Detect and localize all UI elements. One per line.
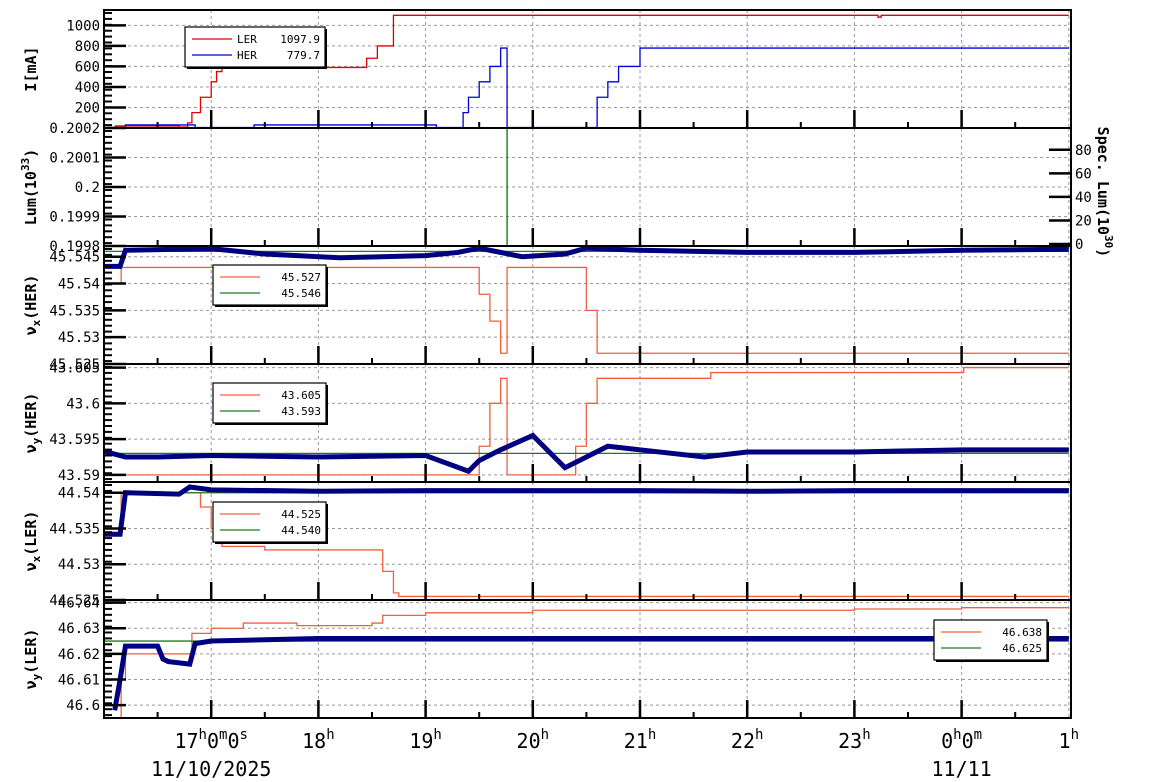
x-tick-label: 21h (624, 727, 657, 753)
y-tick-label: 46.64 (58, 596, 100, 612)
series-measured (104, 484, 1069, 537)
legend-value: 44.540 (281, 524, 321, 537)
legend-value: 779.7 (287, 49, 320, 62)
x-tick-label: 17h0m0s (174, 727, 248, 753)
x-tick-label: 20h (517, 727, 550, 753)
y-tick-label: 46.6 (66, 698, 100, 714)
y-tick-label: 0.2 (75, 180, 100, 196)
y-tick-label: 45.545 (49, 250, 100, 266)
y-tick-label: 45.535 (49, 303, 100, 319)
series-measured (104, 432, 1069, 475)
panel-current: 200 400 600 800 1000 I[mA] LER 1097.9 HER 779.7 (22, 9, 1072, 129)
right-tick-label: 40 (1075, 190, 1092, 206)
y-tick-label: 1000 (66, 18, 100, 34)
x-tick-label: 19h (409, 727, 442, 753)
series-measured (104, 246, 1069, 269)
legend-value: 1097.9 (280, 33, 320, 46)
panel-nuy_her: 43.59 43.595 43.6 43.605 νy(HER) 43.605 43.593 (22, 361, 1072, 484)
y-tick-label: 43.6 (66, 396, 100, 412)
legend-value: 43.605 (281, 389, 321, 402)
y-tick-label: 0.1998 (49, 239, 100, 255)
x-tick-label: 1h (1059, 727, 1079, 753)
y-tick-label: 44.525 (49, 593, 100, 609)
right-tick-label: 20 (1075, 213, 1092, 229)
y-tick-label: 46.63 (58, 621, 100, 637)
y-tick-label: 46.62 (58, 647, 100, 663)
x-tick-label: 18h (302, 727, 335, 753)
series-lum (506, 128, 508, 246)
date-label: 11/10/2025 (151, 757, 271, 781)
y-tick-label: 46.61 (58, 673, 100, 689)
panel-luminosity: 0.1998 0.1999 0.2 0.2001 0.2002 Lum(1033) 0 20 4… (19, 121, 1115, 257)
right-tick-label: 80 (1075, 143, 1092, 159)
x-tick-label: 0h0m (941, 727, 982, 753)
legend: LER 1097.9 HER 779.7 (184, 26, 327, 69)
y-tick-label: 44.54 (58, 486, 100, 502)
legend-value: 43.593 (281, 405, 321, 418)
legend-value: 46.638 (1002, 626, 1042, 639)
series-set (104, 607, 1069, 718)
series-ler (114, 14, 1069, 128)
y-tick-label: 0.1999 (49, 210, 100, 226)
y-tick-label: 45.525 (49, 357, 100, 373)
y-tick-label: 0.2002 (49, 121, 100, 137)
y-axis-label: νy(LER) (22, 629, 43, 690)
x-tick-label: 22h (731, 727, 764, 753)
legend: 43.605 43.593 (212, 382, 328, 425)
y-tick-label: 44.535 (49, 521, 100, 537)
x-tick-label: 23h (838, 727, 871, 753)
svg-text:LER: LER (237, 33, 257, 46)
svg-text:HER: HER (237, 49, 257, 62)
legend: 45.527 45.546 (212, 264, 328, 307)
y-tick-label: 45.53 (58, 330, 100, 346)
legend-value: 44.525 (281, 508, 321, 521)
right-axis-label: Spec. Lum(1030) (1094, 127, 1115, 258)
series-measured (112, 635, 1069, 711)
y-axis-label: νx(LER) (22, 511, 43, 572)
legend-value: 45.546 (281, 287, 321, 300)
y-axis-label: νy(HER) (22, 393, 43, 454)
panel-nux_ler: 44.525 44.53 44.535 44.54 νx(LER) 44.525 44.54… (22, 481, 1072, 609)
legend-value: 46.625 (1002, 642, 1042, 655)
right-tick-label: 60 (1075, 166, 1092, 182)
panel-nux_her: 45.525 45.53 45.535 45.54 45.545 νx(HER) 45.52… (22, 245, 1072, 373)
y-tick-label: 43.595 (49, 432, 100, 448)
x-axis: 17h0m0s 18h 19h 20h 21h 22h 23h 0h0m 1h 11/10/202… (151, 727, 1079, 781)
legend: 44.525 44.540 (212, 501, 328, 544)
y-axis-label: I[mA] (22, 46, 40, 91)
y-tick-label: 43.605 (49, 361, 100, 377)
date-label: 11/11 (931, 757, 991, 781)
y-axis-label: νx(HER) (22, 275, 43, 336)
right-tick-label: 0 (1075, 237, 1083, 253)
y-tick-label: 0.2001 (49, 151, 100, 167)
y-tick-label: 44.53 (58, 557, 100, 573)
y-tick-label: 800 (75, 39, 100, 55)
y-tick-label: 400 (75, 80, 100, 96)
y-tick-label: 600 (75, 59, 100, 75)
legend-value: 45.527 (281, 271, 321, 284)
y-tick-label: 43.59 (58, 468, 100, 484)
y-tick-label: 200 (75, 100, 100, 116)
legend: 46.638 46.625 (933, 619, 1049, 662)
y-tick-label: 45.54 (58, 277, 100, 293)
y-axis-label: Lum(1033) (19, 149, 40, 225)
